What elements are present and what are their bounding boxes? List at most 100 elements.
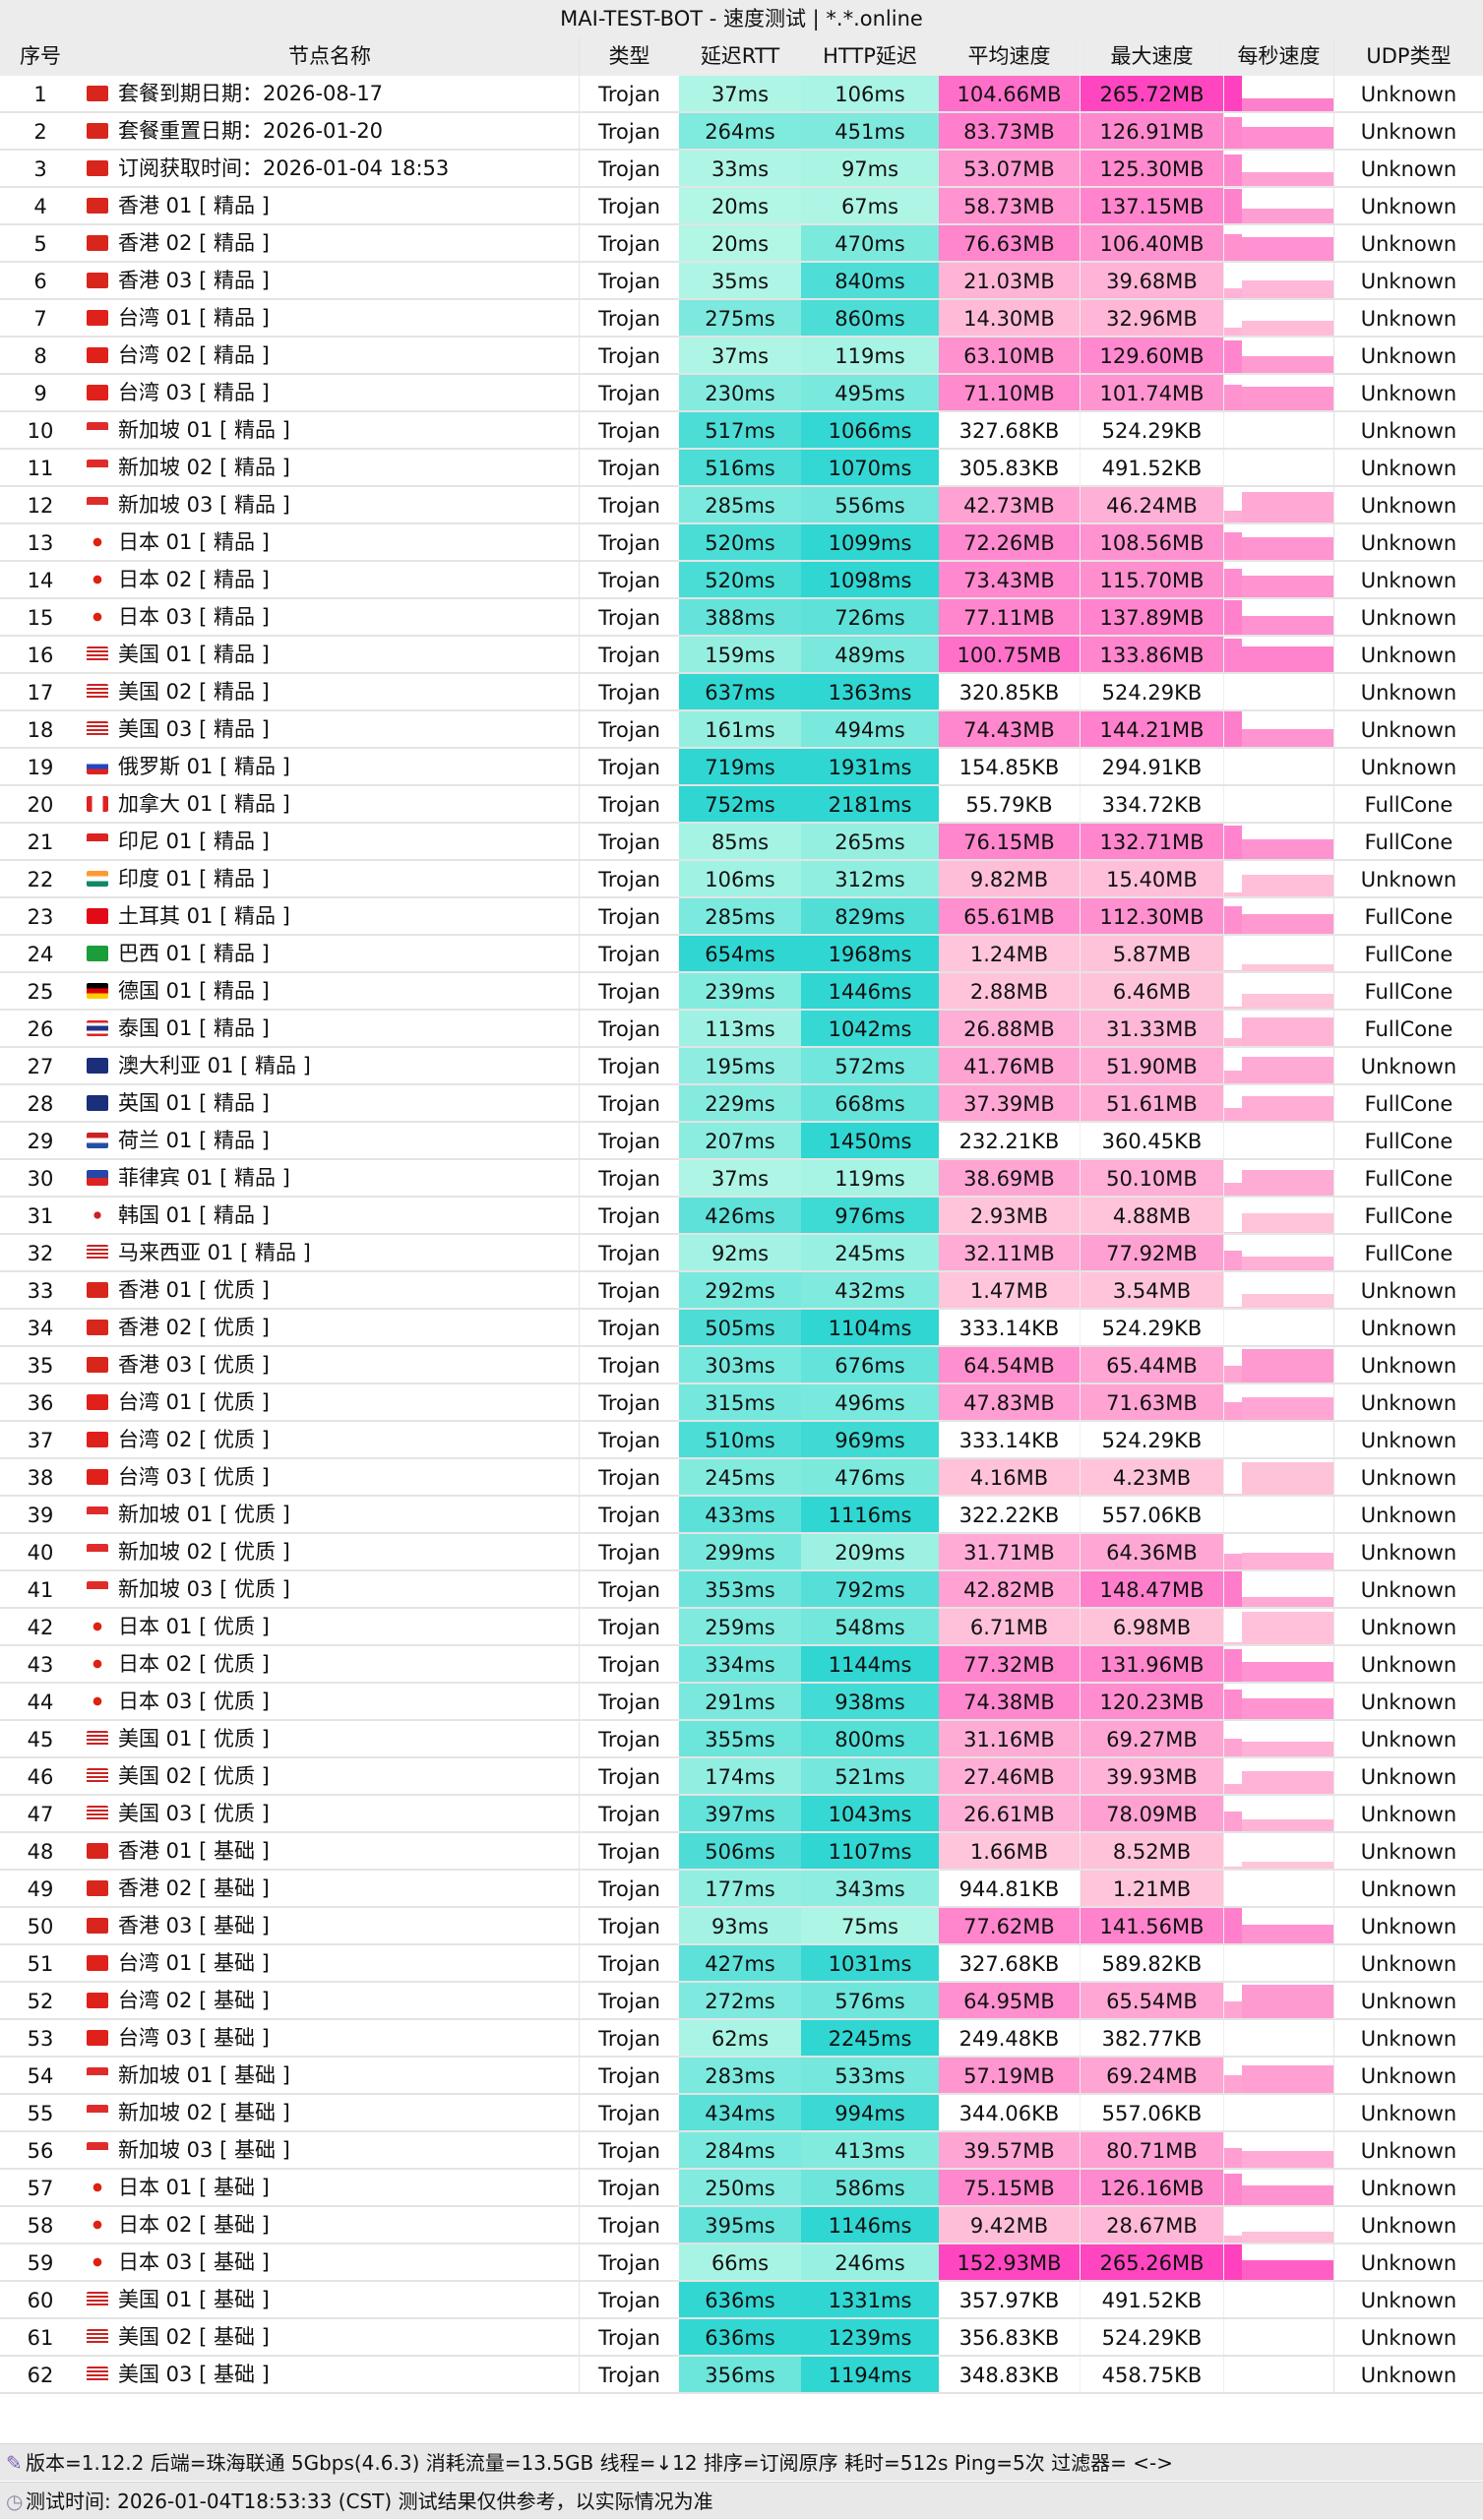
cell-type: Trojan (579, 300, 679, 336)
table-row[interactable]: 28 英国 01 [ 精品 ] Trojan 229ms 668ms 37.39MB 51.… (0, 1085, 1483, 1123)
table-row[interactable]: 17 美国 02 [ 精品 ] Trojan 637ms 1363ms 320.85KB 5… (0, 674, 1483, 711)
cell-index: 17 (27, 681, 54, 705)
cell-index: 46 (27, 1765, 54, 1789)
cell-http-latency: 494ms (801, 711, 939, 747)
cell-type: Trojan (579, 487, 679, 522)
cell-http-latency: 2181ms (801, 786, 939, 822)
table-row[interactable]: 48 香港 01 [ 基础 ] Trojan 506ms 1107ms 1.66MB 8.5… (0, 1833, 1483, 1871)
table-row[interactable]: 58 日本 02 [ 基础 ] Trojan 395ms 1146ms 9.42MB 28.… (0, 2207, 1483, 2244)
table-row[interactable]: 31 韩国 01 [ 精品 ] Trojan 426ms 976ms 2.93MB 4.88… (0, 1198, 1483, 1235)
table-row[interactable]: 22 印度 01 [ 精品 ] Trojan 106ms 312ms 9.82MB 15.4… (0, 861, 1483, 898)
cell-udp-type: Unknown (1333, 225, 1483, 261)
cell-http-latency: 97ms (801, 151, 939, 186)
node-name-text: 新加坡 02 [ 优质 ] (118, 1540, 290, 1564)
flag-au-icon (87, 1058, 108, 1074)
table-row[interactable]: 6 香港 03 [ 精品 ] Trojan 35ms 840ms 21.03MB 39.68… (0, 263, 1483, 300)
flag-sg-icon (87, 422, 108, 438)
table-row[interactable]: 2 套餐重置日期：2026-01-20 Trojan 264ms 451ms 83.73M… (0, 113, 1483, 151)
cell-avg-speed: 327.68KB (958, 419, 1060, 443)
table-row[interactable]: 46 美国 02 [ 优质 ] Trojan 174ms 521ms 27.46MB 39.… (0, 1758, 1483, 1796)
cell-per-second-speed (1223, 524, 1333, 560)
table-row[interactable]: 37 台湾 02 [ 优质 ] Trojan 510ms 969ms 333.14KB 52… (0, 1422, 1483, 1459)
cell-http-latency: 840ms (801, 263, 939, 298)
table-row[interactable]: 7 台湾 01 [ 精品 ] Trojan 275ms 860ms 14.30MB 32.9… (0, 300, 1483, 338)
table-row[interactable]: 12 新加坡 03 [ 精品 ] Trojan 285ms 556ms 42.73MB 46… (0, 487, 1483, 524)
cell-index: 20 (27, 793, 54, 817)
table-row[interactable]: 44 日本 03 [ 优质 ] Trojan 291ms 938ms 74.38MB 120… (0, 1684, 1483, 1721)
table-row[interactable]: 38 台湾 03 [ 优质 ] Trojan 245ms 476ms 4.16MB 4.23… (0, 1459, 1483, 1497)
table-row[interactable]: 9 台湾 03 [ 精品 ] Trojan 230ms 495ms 71.10MB 101.… (0, 375, 1483, 412)
table-row[interactable]: 40 新加坡 02 [ 优质 ] Trojan 299ms 209ms 31.71MB 64… (0, 1534, 1483, 1571)
table-row[interactable]: 25 德国 01 [ 精品 ] Trojan 239ms 1446ms 2.88MB 6.4… (0, 973, 1483, 1011)
table-row[interactable]: 42 日本 01 [ 优质 ] Trojan 259ms 548ms 6.71MB 6.98… (0, 1609, 1483, 1646)
speed-sparkline-bar (1242, 1698, 1333, 1719)
cell-udp-type: FullCone (1333, 936, 1483, 971)
table-row[interactable]: 3 订阅获取时间：2026-01-04 18:53 Trojan 33ms 97ms 53… (0, 151, 1483, 188)
cell-rtt: 239ms (679, 973, 801, 1009)
table-row[interactable]: 8 台湾 02 [ 精品 ] Trojan 37ms 119ms 63.10MB 129.6… (0, 338, 1483, 375)
cell-avg-speed: 74.43MB (939, 711, 1080, 747)
table-row[interactable]: 55 新加坡 02 [ 基础 ] Trojan 434ms 994ms 344.06KB 5… (0, 2095, 1483, 2132)
cell-udp-type: Unknown (1333, 637, 1483, 672)
table-row[interactable]: 19 俄罗斯 01 [ 精品 ] Trojan 719ms 1931ms 154.85KB… (0, 749, 1483, 786)
table-row[interactable]: 47 美国 03 [ 优质 ] Trojan 397ms 1043ms 26.61MB 78… (0, 1796, 1483, 1833)
table-row[interactable]: 15 日本 03 [ 精品 ] Trojan 388ms 726ms 77.11MB 137… (0, 599, 1483, 637)
table-row[interactable]: 4 香港 01 [ 精品 ] Trojan 20ms 67ms 58.73MB 137.15… (0, 188, 1483, 225)
table-row[interactable]: 30 菲律宾 01 [ 精品 ] Trojan 37ms 119ms 38.69MB 50.… (0, 1160, 1483, 1198)
table-row[interactable]: 14 日本 02 [ 精品 ] Trojan 520ms 1098ms 73.43MB 11… (0, 562, 1483, 599)
cell-avg-speed: 305.83KB (958, 457, 1060, 480)
table-row[interactable]: 10 新加坡 01 [ 精品 ] Trojan 517ms 1066ms 327.68KB… (0, 412, 1483, 450)
table-row[interactable]: 29 荷兰 01 [ 精品 ] Trojan 207ms 1450ms 232.21KB 3… (0, 1123, 1483, 1160)
table-row[interactable]: 62 美国 03 [ 基础 ] Trojan 356ms 1194ms 348.83KB 4… (0, 2357, 1483, 2394)
table-row[interactable]: 53 台湾 03 [ 基础 ] Trojan 62ms 2245ms 249.48KB 38… (0, 2020, 1483, 2058)
table-row[interactable]: 34 香港 02 [ 优质 ] Trojan 505ms 1104ms 333.14KB 5… (0, 1310, 1483, 1347)
table-row[interactable]: 50 香港 03 [ 基础 ] Trojan 93ms 75ms 77.62MB 141.5… (0, 1908, 1483, 1945)
table-row[interactable]: 39 新加坡 01 [ 优质 ] Trojan 433ms 1116ms 322.22KB… (0, 1497, 1483, 1534)
table-row[interactable]: 32 马来西亚 01 [ 精品 ] Trojan 92ms 245ms 32.11MB 77… (0, 1235, 1483, 1272)
cell-avg-speed: 57.19MB (939, 2058, 1080, 2093)
table-row[interactable]: 52 台湾 02 [ 基础 ] Trojan 272ms 576ms 64.95MB 65.… (0, 1983, 1483, 2020)
table-row[interactable]: 56 新加坡 03 [ 基础 ] Trojan 284ms 413ms 39.57MB 80… (0, 2132, 1483, 2170)
cell-index: 4 (33, 195, 47, 218)
header-udp: UDP类型 (1333, 37, 1483, 76)
table-row[interactable]: 45 美国 01 [ 优质 ] Trojan 355ms 800ms 31.16MB 69.… (0, 1721, 1483, 1758)
cell-rtt: 426ms (679, 1198, 801, 1233)
table-row[interactable]: 51 台湾 01 [ 基础 ] Trojan 427ms 1031ms 327.68KB 5… (0, 1945, 1483, 1983)
cell-index: 61 (27, 2326, 54, 2350)
cell-http-latency: 1331ms (801, 2282, 939, 2317)
table-row[interactable]: 5 香港 02 [ 精品 ] Trojan 20ms 470ms 76.63MB 106.4… (0, 225, 1483, 263)
table-row[interactable]: 43 日本 02 [ 优质 ] Trojan 334ms 1144ms 77.32MB 13… (0, 1646, 1483, 1684)
table-row[interactable]: 35 香港 03 [ 优质 ] Trojan 303ms 676ms 64.54MB 65.… (0, 1347, 1483, 1384)
cell-node-name: 日本 02 [ 精品 ] (81, 562, 579, 597)
table-row[interactable]: 26 泰国 01 [ 精品 ] Trojan 113ms 1042ms 26.88MB 31… (0, 1011, 1483, 1048)
cell-index: 52 (27, 1990, 54, 2013)
table-row[interactable]: 27 澳大利亚 01 [ 精品 ] Trojan 195ms 572ms 41.76MB 5… (0, 1048, 1483, 1085)
table-row[interactable]: 21 印尼 01 [ 精品 ] Trojan 85ms 265ms 76.15MB 132.… (0, 824, 1483, 861)
table-row[interactable]: 16 美国 01 [ 精品 ] Trojan 159ms 489ms 100.75MB 13… (0, 637, 1483, 674)
table-row[interactable]: 20 加拿大 01 [ 精品 ] Trojan 752ms 2181ms 55.79KB 3… (0, 786, 1483, 824)
table-row[interactable]: 41 新加坡 03 [ 优质 ] Trojan 353ms 792ms 42.82MB 14… (0, 1571, 1483, 1609)
table-row[interactable]: 36 台湾 01 [ 优质 ] Trojan 315ms 496ms 47.83MB 71.… (0, 1384, 1483, 1422)
table-row[interactable]: 13 日本 01 [ 精品 ] Trojan 520ms 1099ms 72.26MB 10… (0, 524, 1483, 562)
cell-type: Trojan (579, 1646, 679, 1682)
table-row[interactable]: 60 美国 01 [ 基础 ] Trojan 636ms 1331ms 357.97KB 4… (0, 2282, 1483, 2319)
table-row[interactable]: 57 日本 01 [ 基础 ] Trojan 250ms 586ms 75.15MB 126… (0, 2170, 1483, 2207)
table-row[interactable]: 23 土耳其 01 [ 精品 ] Trojan 285ms 829ms 65.61MB 11… (0, 898, 1483, 936)
cell-index: 24 (27, 943, 54, 966)
flag-hk-icon (87, 160, 108, 176)
cell-http-latency: 860ms (801, 300, 939, 336)
table-row[interactable]: 1 套餐到期日期：2026-08-17 Trojan 37ms 106ms 104.66M… (0, 76, 1483, 113)
table-row[interactable]: 11 新加坡 02 [ 精品 ] Trojan 516ms 1070ms 305.83KB… (0, 450, 1483, 487)
speed-sparkline-bar (1242, 1742, 1333, 1756)
cell-node-name: 巴西 01 [ 精品 ] (81, 936, 579, 971)
table-row[interactable]: 33 香港 01 [ 优质 ] Trojan 292ms 432ms 1.47MB 3.54… (0, 1272, 1483, 1310)
table-row[interactable]: 24 巴西 01 [ 精品 ] Trojan 654ms 1968ms 1.24MB 5.8… (0, 936, 1483, 973)
table-row[interactable]: 61 美国 02 [ 基础 ] Trojan 636ms 1239ms 356.83KB 5… (0, 2319, 1483, 2357)
table-row[interactable]: 59 日本 03 [ 基础 ] Trojan 66ms 246ms 152.93MB 265… (0, 2244, 1483, 2282)
table-row[interactable]: 49 香港 02 [ 基础 ] Trojan 177ms 343ms 944.81KB 1.… (0, 1871, 1483, 1908)
cell-udp-type: Unknown (1333, 524, 1483, 560)
cell-udp-type: Unknown (1333, 1347, 1483, 1383)
table-row[interactable]: 54 新加坡 01 [ 基础 ] Trojan 283ms 533ms 57.19MB 69… (0, 2058, 1483, 2095)
table-row[interactable]: 18 美国 03 [ 精品 ] Trojan 161ms 494ms 74.43MB 144… (0, 711, 1483, 749)
cell-type: Trojan (579, 898, 679, 934)
